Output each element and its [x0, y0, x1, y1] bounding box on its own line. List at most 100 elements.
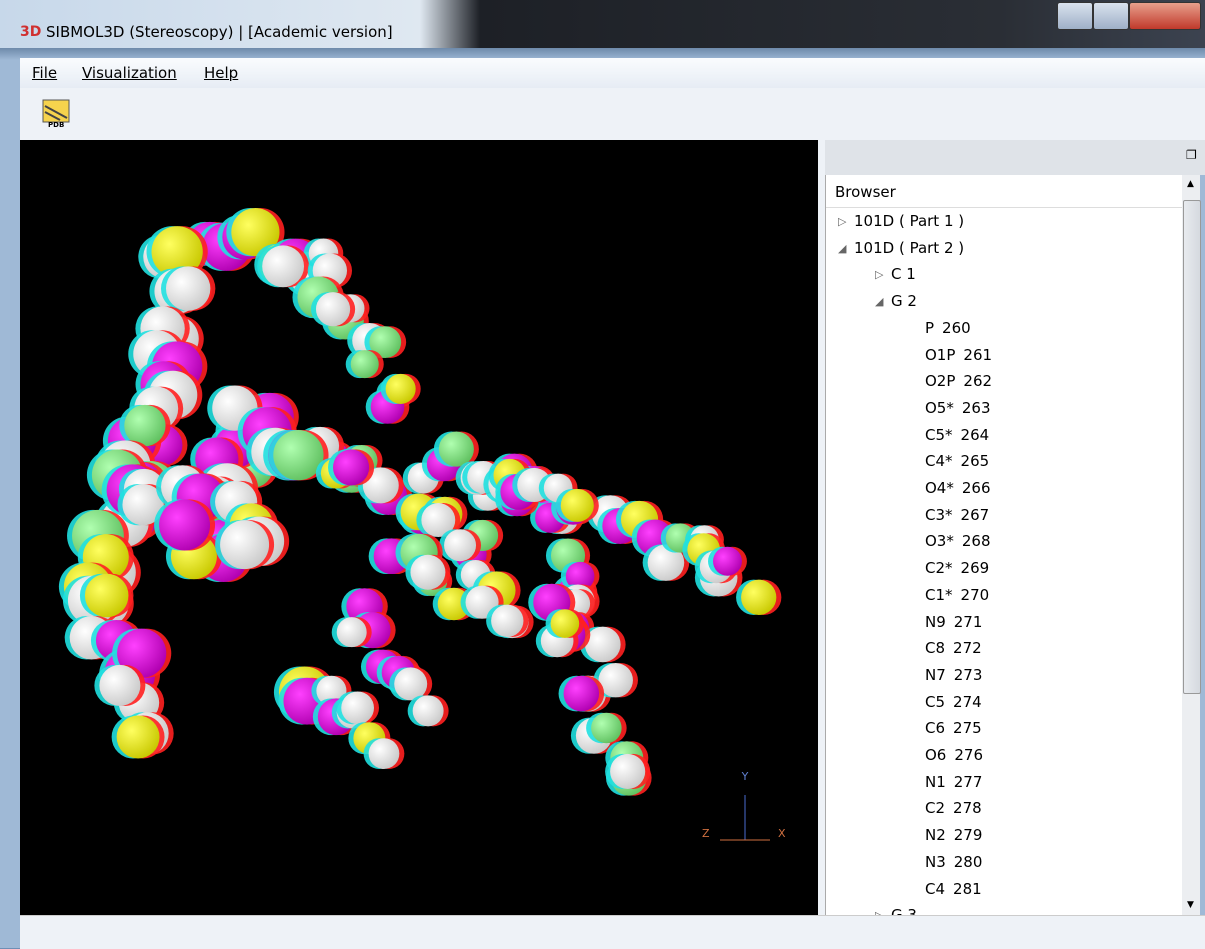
- atom-item[interactable]: O1P 261: [925, 346, 992, 364]
- atom-serial: 266: [961, 479, 991, 497]
- atom-name: C5: [925, 692, 946, 711]
- atom-name: P: [925, 318, 935, 337]
- atom-name: C2*: [925, 559, 953, 578]
- atom-item[interactable]: C8 272: [925, 639, 982, 657]
- scroll-down[interactable]: ▼: [1187, 900, 1194, 910]
- atom-name: C6: [925, 719, 946, 738]
- atom-sphere: [220, 520, 270, 570]
- atom-sphere: [231, 208, 280, 257]
- atom-item[interactable]: C3* 267: [925, 506, 989, 524]
- atom-serial: 263: [961, 398, 991, 417]
- atom-sphere: [591, 712, 622, 744]
- panel-header: ❐: [825, 140, 1205, 175]
- scroll-up[interactable]: ▲: [1187, 179, 1194, 189]
- atom-sphere: [610, 753, 646, 789]
- pdb-icon: [42, 99, 70, 123]
- atom-sphere: [741, 579, 777, 615]
- atom-serial: 261: [963, 345, 993, 364]
- expander[interactable]: ▷: [875, 268, 884, 282]
- atom-sphere: [491, 604, 524, 637]
- atom-item[interactable]: N3 280: [925, 853, 982, 871]
- atom-sphere: [84, 573, 129, 618]
- button-label: PDB: [48, 121, 65, 129]
- atom-item[interactable]: C1* 270: [925, 586, 989, 604]
- atom-name: O1P: [925, 345, 956, 364]
- axis-label: Z: [702, 827, 710, 840]
- atom-sphere: [315, 292, 351, 327]
- atom-serial: 264: [960, 425, 990, 444]
- tree-item[interactable]: C 1: [891, 265, 916, 284]
- atom-sphere: [550, 609, 580, 638]
- atom-item[interactable]: O6 276: [925, 746, 983, 764]
- atom-serial: 274: [953, 692, 982, 711]
- atom-serial: 268: [961, 532, 991, 551]
- axis-label: Y: [741, 770, 749, 783]
- tree-item[interactable]: G 2: [891, 292, 917, 311]
- atom-item[interactable]: C5 274: [925, 693, 982, 711]
- atom-item[interactable]: C4 281: [925, 880, 982, 898]
- tree-item[interactable]: 101D ( Part 1 ): [854, 212, 965, 230]
- atom-item[interactable]: O4* 266: [925, 479, 991, 497]
- atom-item[interactable]: C5* 264: [925, 426, 989, 444]
- atom-item[interactable]: N2 279: [925, 826, 982, 844]
- splitter[interactable]: [818, 140, 825, 915]
- atom-item[interactable]: N7 273: [925, 666, 982, 684]
- expander[interactable]: ▷: [838, 215, 847, 228]
- atom-name: N2: [925, 826, 946, 845]
- atom-sphere: [151, 226, 203, 278]
- menu-item[interactable]: Help: [204, 64, 239, 82]
- atom-sphere: [165, 266, 211, 311]
- atom-serial: 271: [953, 612, 983, 631]
- atom-serial: 279: [953, 826, 983, 845]
- tree-item[interactable]: G 3: [891, 906, 917, 915]
- expander[interactable]: ◢: [838, 241, 847, 255]
- expander[interactable]: ◢: [875, 295, 884, 309]
- atom-sphere: [385, 373, 416, 404]
- molecule-view: Y Z X: [58, 208, 786, 841]
- atom-sphere: [116, 715, 160, 759]
- atom-item[interactable]: P 260: [925, 319, 971, 337]
- open-pdb-button[interactable]: PDB: [40, 98, 74, 132]
- atom-item[interactable]: C4* 265: [925, 452, 989, 470]
- float-button[interactable]: ❐: [1186, 148, 1197, 162]
- atom-sphere: [316, 675, 347, 706]
- atom-name: C4*: [925, 452, 953, 471]
- atom-item[interactable]: C6 275: [925, 719, 982, 737]
- menu-item[interactable]: File: [32, 64, 58, 82]
- atom-name: C5*: [925, 425, 953, 444]
- atom-serial: 272: [953, 639, 982, 658]
- close-button[interactable]: [1129, 2, 1201, 30]
- minimize-button[interactable]: [1057, 2, 1093, 30]
- atom-sphere: [444, 529, 477, 562]
- atom-sphere: [560, 488, 594, 522]
- atom-item[interactable]: N9 271: [925, 613, 982, 631]
- atom-sphere: [362, 467, 399, 504]
- atom-sphere: [350, 350, 379, 379]
- atom-sphere: [273, 430, 324, 481]
- menu-item[interactable]: Visualization: [82, 64, 177, 82]
- expander[interactable]: ▷: [875, 909, 883, 915]
- atom-sphere: [122, 483, 164, 526]
- atom-sphere: [394, 667, 428, 701]
- axis-label: X: [778, 827, 786, 840]
- atom-serial: 273: [953, 665, 983, 684]
- atom-serial: 267: [960, 505, 990, 524]
- atom-sphere: [336, 617, 367, 648]
- atom-item[interactable]: O2P 262: [925, 372, 992, 390]
- atom-item[interactable]: O5* 263: [925, 399, 991, 417]
- atom-serial: 281: [953, 879, 982, 898]
- atom-sphere: [368, 738, 400, 769]
- atom-sphere: [712, 546, 742, 576]
- atom-item[interactable]: O3* 268: [925, 532, 991, 550]
- 3d-viewport[interactable]: Y Z X: [20, 140, 818, 915]
- scroll-thumb[interactable]: [1183, 200, 1201, 694]
- maximize-button[interactable]: [1093, 2, 1129, 30]
- atom-sphere: [647, 544, 685, 581]
- atom-sphere: [412, 695, 444, 727]
- atom-serial: 265: [960, 452, 990, 471]
- atom-serial: 278: [953, 799, 982, 818]
- atom-item[interactable]: C2* 269: [925, 559, 989, 577]
- tree-item[interactable]: 101D ( Part 2 ): [854, 238, 965, 257]
- atom-item[interactable]: C2 278: [925, 799, 982, 817]
- atom-item[interactable]: N1 277: [925, 773, 982, 791]
